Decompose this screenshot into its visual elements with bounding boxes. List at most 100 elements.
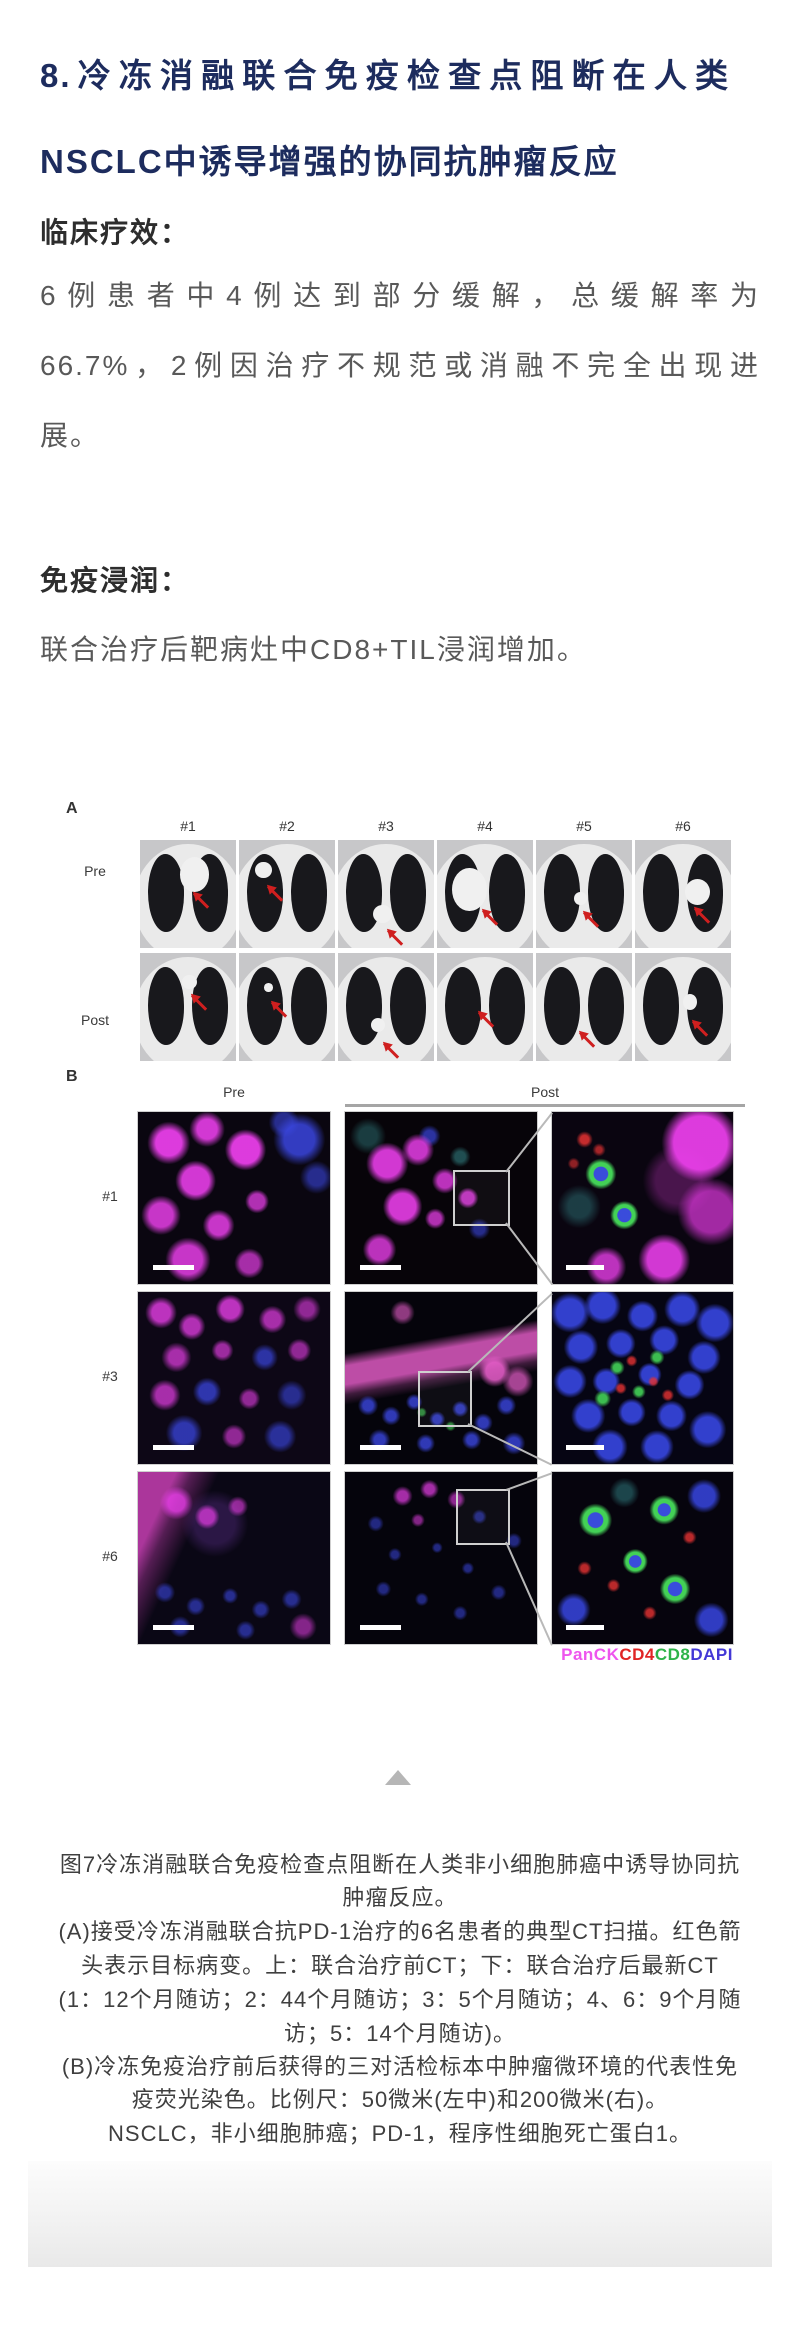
scale-bar <box>360 1265 401 1271</box>
figure-caption-line: 疫荧光染色。比例尺：50微米(左中)和200微米(右)。 <box>131 2087 669 2112</box>
if-image-post-patient1 <box>344 1111 538 1285</box>
lung-shape <box>587 967 625 1045</box>
body-text-line: 6例患者中4例达到部分缓解，总缓解率为 <box>40 280 760 311</box>
lung-shape <box>642 967 680 1045</box>
lung-shape <box>642 854 680 932</box>
lung-shape <box>290 854 328 932</box>
body-text-line: 联合治疗后靶病灶中CD8+TIL浸润增加。 <box>40 634 587 665</box>
figure-caption-line: (A)接受冷冻消融联合抗PD-1治疗的6名患者的典型CT扫描。红色箭 <box>58 1919 742 1944</box>
body-text-line: 展。 <box>40 420 101 451</box>
panel-b-row-label: #6 <box>102 1548 118 1564</box>
panel-a-row-label-post: Post <box>80 1012 109 1028</box>
panel-a-col-header: #5 <box>576 818 592 834</box>
ct-scan-pre-4 <box>437 840 533 948</box>
tumor-highlight <box>574 891 587 905</box>
ct-scan-pre-5 <box>536 840 632 948</box>
tumor-highlight <box>182 974 197 989</box>
ct-scan-post-4 <box>437 953 533 1061</box>
scale-bar <box>153 1265 194 1271</box>
panel-a-label: A <box>66 800 78 817</box>
if-image-post-patient3 <box>344 1291 538 1465</box>
lung-shape <box>191 967 229 1045</box>
lung-shape <box>389 967 427 1045</box>
page-title-line-1: 8.冷冻消融联合免疫检查点阻断在人类 <box>40 57 730 94</box>
lung-shape <box>444 967 482 1045</box>
tumor-highlight <box>452 868 487 912</box>
bottom-gradient-card <box>28 2161 772 2267</box>
panel-b-header-post: Post <box>530 1084 559 1100</box>
panel-a-col-header: #6 <box>675 818 691 834</box>
ct-scan-post-3 <box>338 953 434 1061</box>
section-heading-clinical-efficacy: 临床疗效： <box>40 217 191 248</box>
tumor-highlight <box>683 994 698 1011</box>
if-image-pre-patient3 <box>137 1291 331 1465</box>
zoom-inset-box <box>456 1489 511 1545</box>
scale-bar <box>566 1265 605 1271</box>
lung-shape <box>543 854 581 932</box>
figure-caption-line: 访；5：14个月随访)。 <box>283 2021 517 2046</box>
lung-shape <box>543 967 581 1045</box>
lung-shape <box>389 854 427 932</box>
figure-caption-line: NSCLC，非小细胞肺癌；PD-1，程序性细胞死亡蛋白1。 <box>108 2121 692 2146</box>
lung-shape <box>587 854 625 932</box>
if-image-pre-patient6 <box>137 1471 331 1645</box>
ct-scan-pre-3 <box>338 840 434 948</box>
scale-bar <box>360 1625 401 1631</box>
lung-shape <box>488 967 526 1045</box>
scale-bar <box>566 1625 605 1631</box>
panel-b-label: B <box>66 1068 78 1085</box>
figure-caption-line: 肿瘤反应。 <box>342 1885 458 1910</box>
ct-scan-post-2 <box>239 953 335 1061</box>
panel-b-row-label: #3 <box>102 1368 118 1384</box>
if-image-post-zoom-patient1 <box>551 1111 734 1285</box>
lung-shape <box>147 854 185 932</box>
panel-b-row-label: #1 <box>102 1188 118 1204</box>
ct-scan-post-6 <box>635 953 731 1061</box>
figure-caption-line: (B)冷冻免疫治疗前后获得的三对活检标本中肿瘤微环境的代表性免 <box>61 2054 739 2079</box>
ct-scan-pre-1 <box>140 840 236 948</box>
section-heading-immune-infiltration: 免疫浸润： <box>40 565 191 596</box>
if-image-post-patient6 <box>344 1471 538 1645</box>
figure-caption-line: (1：12个月随访；2：44个月随访；3：5个月随访；4、6：9个月随 <box>58 1987 742 2012</box>
scale-bar <box>360 1445 401 1451</box>
zoom-inset-box <box>452 1170 511 1227</box>
figure-caption-line: 头表示目标病变。上：联合治疗前CT；下：联合治疗后最新CT <box>81 1953 719 1978</box>
body-text-line: 66.7%，2例因治疗不规范或消融不完全出现进 <box>40 350 760 381</box>
zoom-inset-box <box>417 1371 472 1427</box>
legend-cd4: CD4 <box>619 1645 655 1664</box>
scale-bar <box>153 1625 194 1631</box>
panel-a-col-header: #3 <box>378 818 394 834</box>
ct-scan-post-5 <box>536 953 632 1061</box>
stain-legend: PanCKCD4CD8DAPI <box>420 1645 733 1665</box>
tumor-highlight <box>372 904 392 924</box>
post-header-rule <box>345 1104 745 1107</box>
tumor-highlight <box>684 878 710 905</box>
panel-a-col-header: #2 <box>279 818 295 834</box>
panel-a-row-label-pre: Pre <box>84 863 106 879</box>
legend-panck: PanCK <box>561 1645 620 1664</box>
collapse-triangle-icon[interactable] <box>385 1770 411 1785</box>
ct-scan-pre-6 <box>635 840 731 948</box>
if-image-pre-patient1 <box>137 1111 331 1285</box>
panel-a-col-header: #1 <box>180 818 196 834</box>
tumor-highlight <box>263 983 273 992</box>
ct-scan-pre-2 <box>239 840 335 948</box>
lung-shape <box>290 967 328 1045</box>
panel-a-col-header: #4 <box>477 818 493 834</box>
tumor-highlight <box>255 861 272 878</box>
scale-bar <box>153 1445 194 1451</box>
if-image-post-zoom-patient3 <box>551 1291 734 1465</box>
scale-bar <box>566 1445 605 1451</box>
panel-b-header-pre: Pre <box>223 1084 245 1100</box>
ct-scan-post-1 <box>140 953 236 1061</box>
legend-dapi: DAPI <box>690 1645 733 1664</box>
if-image-post-zoom-patient6 <box>551 1471 734 1645</box>
lung-shape <box>488 854 526 932</box>
lung-shape <box>345 967 383 1045</box>
lung-shape <box>147 967 185 1045</box>
legend-cd8: CD8 <box>654 1645 691 1664</box>
page-title-line-2: NSCLC中诱导增强的协同抗肿瘤反应 <box>40 143 619 180</box>
figure-caption-line: 图7冷冻消融联合免疫检查点阻断在人类非小细胞肺癌中诱导协同抗 <box>59 1852 741 1877</box>
tumor-highlight <box>370 1017 386 1032</box>
